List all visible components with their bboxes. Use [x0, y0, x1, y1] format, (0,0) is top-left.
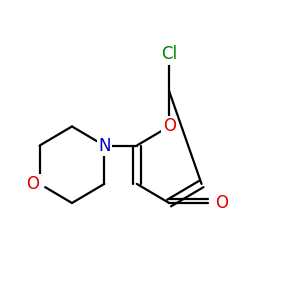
Text: N: N: [98, 136, 111, 154]
Text: Cl: Cl: [161, 45, 177, 63]
Text: O: O: [215, 194, 228, 212]
Text: O: O: [163, 117, 176, 135]
Text: O: O: [27, 175, 40, 193]
